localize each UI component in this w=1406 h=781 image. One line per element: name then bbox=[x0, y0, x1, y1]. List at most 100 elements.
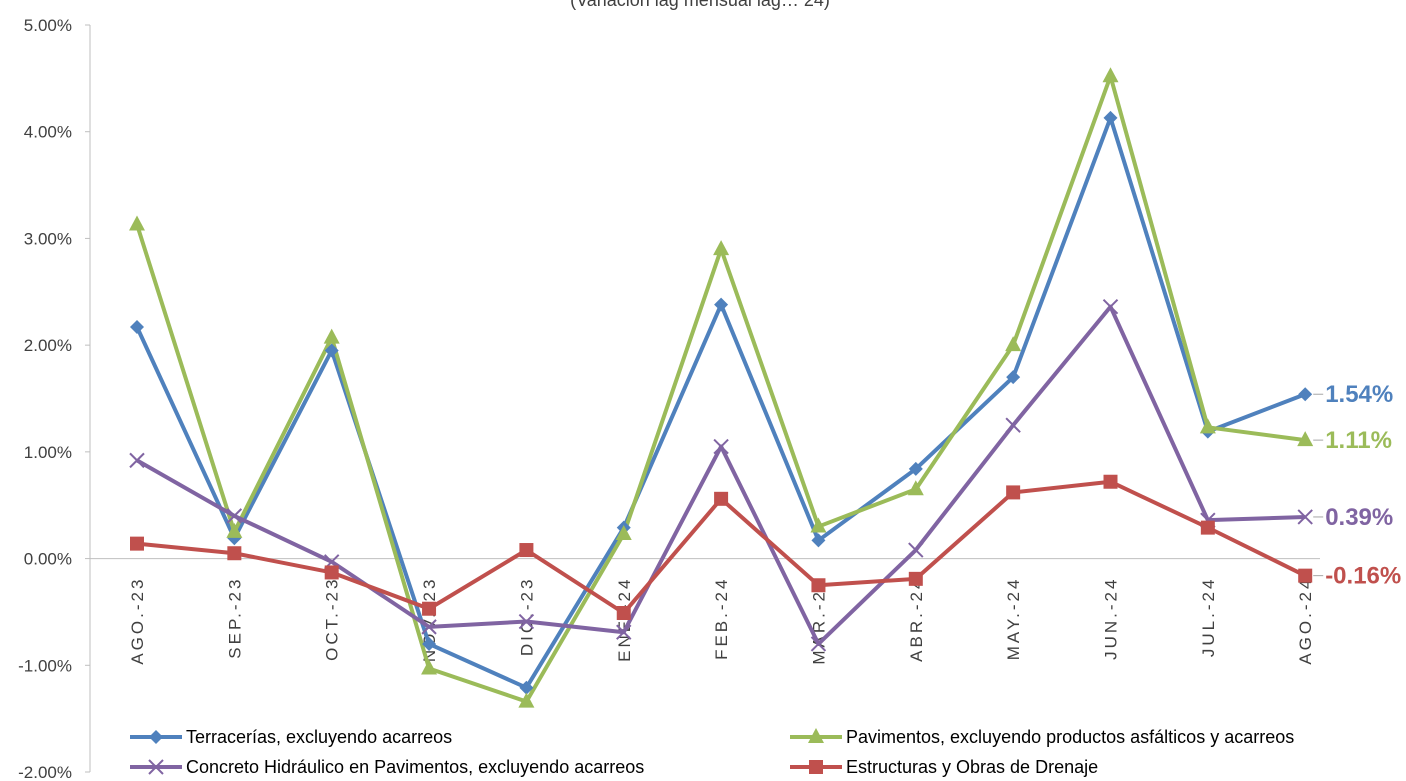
data-point-x bbox=[1297, 509, 1313, 525]
data-point-triangle bbox=[129, 215, 145, 231]
legend-label: Concreto Hidráulico en Pavimentos, exclu… bbox=[186, 757, 644, 777]
data-point-triangle bbox=[1102, 67, 1119, 83]
data-point-x bbox=[1005, 417, 1021, 433]
data-point-square bbox=[616, 605, 631, 620]
data-point-x bbox=[908, 542, 924, 558]
y-tick-label: 3.00% bbox=[24, 229, 72, 248]
data-point-triangle bbox=[615, 525, 632, 541]
axes: 5.00% 4.00% 3.00% 2.00% 1.00% 0.00% -1.00% -2.0… bbox=[18, 16, 1320, 781]
data-point-diamond bbox=[1006, 370, 1021, 385]
data-point-x bbox=[616, 624, 632, 640]
x-tick-label: AGO.-23 bbox=[128, 577, 147, 665]
series-end-label: -0.16% bbox=[1325, 563, 1401, 590]
data-point-x-stroke bbox=[616, 624, 632, 640]
data-point-triangle bbox=[421, 659, 438, 675]
y-tick-label: 1.00% bbox=[24, 443, 72, 462]
series-end-label: 1.11% bbox=[1325, 427, 1392, 454]
series-end-label: 1.54% bbox=[1325, 381, 1393, 408]
x-tick-label: ABR.-24 bbox=[907, 577, 926, 662]
data-point-x bbox=[148, 759, 164, 775]
legend-item: Estructuras y Obras de Drenaje bbox=[790, 757, 1098, 777]
data-point-x bbox=[226, 508, 243, 524]
data-point-triangle bbox=[1005, 336, 1022, 352]
data-point-x-stroke bbox=[1297, 509, 1313, 525]
y-tick-label: -2.00% bbox=[18, 763, 72, 781]
data-point-square bbox=[1298, 568, 1313, 583]
data-point-diamond bbox=[908, 461, 923, 476]
legend-item: Concreto Hidráulico en Pavimentos, exclu… bbox=[130, 757, 644, 777]
data-point-x-stroke bbox=[1005, 417, 1021, 433]
x-tick-label: AGO.-24 bbox=[1296, 577, 1315, 665]
x-tick-label: OCT.-23 bbox=[323, 577, 342, 661]
data-point-diamond bbox=[714, 297, 729, 312]
data-point-diamond bbox=[324, 343, 339, 358]
y-tick-label: -1.00% bbox=[18, 656, 72, 675]
data-point-diamond bbox=[1298, 387, 1313, 402]
x-tick-label: JUL.-24 bbox=[1199, 577, 1218, 658]
data-point-x-stroke bbox=[810, 636, 827, 652]
data-point-square bbox=[1103, 474, 1118, 489]
data-point-x-stroke bbox=[908, 542, 924, 558]
data-point-x bbox=[810, 636, 827, 652]
data-point-square bbox=[811, 578, 826, 593]
x-tick-label: DIC.-23 bbox=[517, 577, 536, 657]
data-point-triangle bbox=[226, 522, 243, 538]
data-point-square bbox=[324, 565, 339, 580]
series-end-label: 0.39% bbox=[1325, 504, 1393, 531]
data-point-square bbox=[908, 571, 923, 586]
legend-item: Terracerías, excluyendo acarreos bbox=[130, 727, 452, 747]
x-tick-label: NOV.-23 bbox=[420, 577, 439, 663]
data-point-x-stroke bbox=[1102, 299, 1119, 315]
data-point-x-stroke bbox=[148, 759, 164, 775]
x-tick-label: MAR.-24 bbox=[809, 577, 828, 665]
data-point-square bbox=[1200, 520, 1215, 535]
legend-label: Terracerías, excluyendo acarreos bbox=[186, 727, 452, 747]
data-point-x-stroke bbox=[129, 452, 145, 469]
data-point-square bbox=[714, 491, 729, 506]
data-point-triangle bbox=[323, 328, 340, 344]
end-labels: 1.54% 1.11% 0.39% -0.16% bbox=[1313, 381, 1401, 590]
data-point-x bbox=[518, 613, 535, 630]
data-point-diamond bbox=[422, 636, 437, 651]
data-point-triangle bbox=[518, 692, 535, 708]
data-point-square bbox=[1006, 485, 1021, 500]
y-tick-label: 0.00% bbox=[24, 550, 72, 569]
data-point-x-stroke bbox=[713, 438, 729, 455]
legend-label: Pavimentos, excluyendo productos asfálti… bbox=[846, 727, 1294, 747]
data-point-triangle bbox=[810, 517, 827, 533]
x-tick-label: SEP.-23 bbox=[225, 577, 244, 659]
data-point-triangle bbox=[808, 728, 824, 743]
data-point-square bbox=[130, 536, 144, 551]
data-point-x bbox=[713, 438, 729, 455]
data-point-x bbox=[1102, 299, 1119, 315]
data-point-diamond bbox=[811, 533, 826, 548]
data-point-diamond bbox=[149, 730, 163, 744]
data-point-x-stroke bbox=[518, 613, 535, 630]
legend-label: Estructuras y Obras de Drenaje bbox=[846, 757, 1098, 777]
y-tick-label: 2.00% bbox=[24, 336, 72, 355]
x-tick-label: MAY.-24 bbox=[1004, 577, 1023, 661]
chart-title: (Variación lag mensual lag… 24) bbox=[570, 0, 830, 10]
x-tick-label: FEB.-24 bbox=[712, 577, 731, 660]
legend-item: Pavimentos, excluyendo productos asfálti… bbox=[790, 727, 1294, 747]
data-point-square bbox=[519, 543, 534, 558]
data-point-triangle bbox=[907, 480, 924, 496]
data-point-diamond bbox=[1103, 110, 1118, 125]
y-tick-label: 4.00% bbox=[24, 123, 72, 142]
y-tick-label: 5.00% bbox=[24, 16, 72, 35]
data-point-square bbox=[227, 546, 242, 561]
data-point-x bbox=[421, 619, 437, 635]
data-point-triangle bbox=[1297, 431, 1314, 447]
data-point-triangle bbox=[1199, 418, 1216, 434]
x-tick-label: JUN.-24 bbox=[1102, 577, 1121, 660]
data-point-triangle bbox=[713, 240, 730, 256]
data-point-x-stroke bbox=[226, 508, 243, 524]
legend: Terracerías, excluyendo acarreos Paviment… bbox=[130, 727, 1294, 777]
data-point-diamond bbox=[130, 320, 144, 335]
data-point-x bbox=[129, 452, 145, 469]
data-point-square bbox=[422, 601, 437, 616]
data-point-diamond bbox=[519, 680, 534, 695]
data-point-x-stroke bbox=[421, 619, 437, 635]
series-markers bbox=[129, 67, 1314, 708]
